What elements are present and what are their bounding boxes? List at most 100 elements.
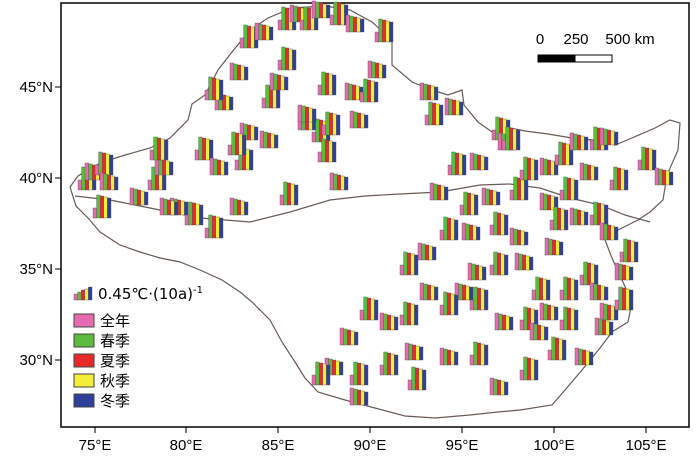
- station-bar: [99, 172, 104, 191]
- station-bar: [220, 160, 225, 176]
- station-bar: [455, 100, 460, 116]
- station-bar: [439, 304, 444, 316]
- station-bar: [465, 223, 470, 241]
- station-bar: [610, 225, 615, 241]
- station-bar: [577, 134, 582, 151]
- station-bar: [340, 3, 345, 26]
- station-bar: [357, 362, 362, 386]
- station-bar: [352, 84, 357, 101]
- station-bar: [597, 284, 602, 301]
- station-bar: [562, 142, 567, 166]
- station-bar: [534, 159, 539, 181]
- station-bar: [339, 327, 344, 346]
- station-bar: [140, 190, 145, 206]
- station-bar: [480, 155, 485, 171]
- legend-swatch-spring: [73, 333, 95, 348]
- station-bar: [574, 279, 579, 301]
- station-bar: [236, 64, 241, 81]
- station-bar: [198, 136, 203, 161]
- station-bar: [500, 380, 505, 396]
- station-bar: [435, 103, 440, 126]
- station-bar: [543, 158, 548, 176]
- station-bar: [408, 343, 413, 361]
- station-bar: [603, 223, 608, 241]
- station-bar: [512, 128, 517, 151]
- station-bar: [364, 364, 369, 386]
- region-outline: [69, 5, 681, 419]
- station-bar: [555, 240, 560, 256]
- x-tick-label: 80°E: [170, 437, 203, 454]
- station-bar: [509, 227, 514, 246]
- station-bar: [547, 349, 552, 361]
- station-bar: [569, 207, 574, 226]
- station-bar: [570, 178, 575, 201]
- station-bar: [258, 23, 263, 41]
- station-bar: [623, 238, 628, 263]
- station-bar: [114, 176, 119, 191]
- station-bar: [149, 149, 154, 161]
- x-tick-label: 105°E: [625, 437, 666, 454]
- station-bar: [622, 287, 627, 311]
- station-bar: [543, 193, 548, 211]
- station-bar: [496, 191, 501, 206]
- station-bar: [312, 108, 317, 123]
- station-bar: [477, 287, 482, 311]
- station-bar: [497, 212, 502, 236]
- station-bar: [414, 254, 419, 276]
- station-bar: [439, 347, 444, 366]
- station-bar: [477, 342, 482, 366]
- station-bar: [224, 161, 229, 176]
- station-bar: [333, 173, 338, 191]
- station-bar: [374, 81, 379, 103]
- station-bar: [459, 204, 464, 216]
- station-bar: [485, 188, 490, 206]
- x-tick-label: 100°E: [533, 437, 574, 454]
- station-bar: [315, 361, 320, 386]
- y-tick-label: 30°N: [19, 352, 53, 369]
- station-bar: [159, 197, 164, 216]
- station-bar: [328, 73, 333, 96]
- station-bar: [170, 200, 175, 216]
- station-bar: [350, 330, 355, 346]
- station-bar-glyphs: [77, 0, 674, 406]
- station-bar: [374, 31, 379, 43]
- station-bar: [447, 349, 452, 366]
- station-bar: [292, 49, 297, 71]
- station-bar: [110, 175, 115, 191]
- legend-reference-bar: [80, 289, 85, 301]
- station-bar: [144, 191, 149, 206]
- station-bar: [461, 222, 466, 241]
- station-bar: [594, 166, 599, 181]
- legend-reference-glyph: [73, 286, 93, 301]
- station-bar: [535, 276, 540, 301]
- station-bar: [570, 278, 575, 301]
- station-bar: [151, 166, 156, 191]
- station-bar: [604, 286, 609, 301]
- station-bar: [564, 209, 569, 231]
- station-bar: [209, 157, 214, 176]
- station-bar: [399, 264, 404, 276]
- y-tick-label: 45°N: [19, 79, 53, 96]
- station-bar: [558, 141, 563, 166]
- station-bar: [92, 207, 97, 219]
- station-bar: [484, 289, 489, 311]
- station-bar: [378, 63, 383, 79]
- station-bar: [277, 59, 282, 71]
- station-bar: [451, 151, 456, 176]
- station-bar: [109, 154, 114, 176]
- station-bar: [604, 204, 609, 226]
- station-bar: [437, 184, 442, 201]
- station-bar: [549, 219, 554, 231]
- station-bar: [594, 317, 599, 336]
- station-bar: [103, 196, 108, 219]
- station-bar: [422, 369, 427, 391]
- station-bar: [614, 131, 619, 146]
- station-bar: [243, 24, 248, 49]
- station-bar: [450, 293, 455, 316]
- station-bar: [624, 169, 629, 191]
- station-bar: [583, 261, 588, 286]
- station-bar: [356, 17, 361, 33]
- station-bar: [567, 177, 572, 201]
- station-bar: [544, 326, 549, 341]
